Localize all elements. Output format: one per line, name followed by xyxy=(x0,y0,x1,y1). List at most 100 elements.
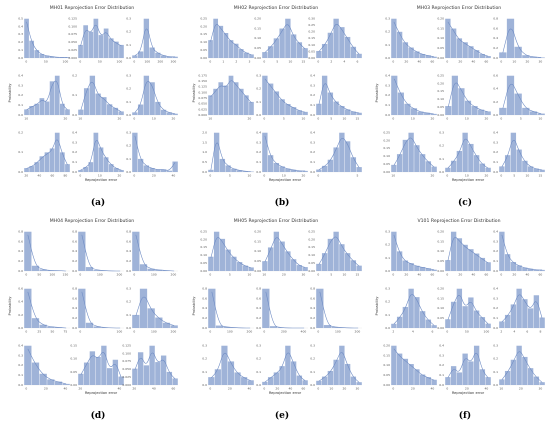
histogram-bar xyxy=(285,251,291,271)
histogram-bar xyxy=(296,375,303,385)
y-tick-label: 0.2 xyxy=(310,93,315,97)
density-curve xyxy=(26,139,68,169)
x-tick-label: 0 xyxy=(500,117,502,121)
y-tick-label: 0.05 xyxy=(437,259,444,263)
histogram-bar xyxy=(39,156,45,172)
density-curve xyxy=(134,28,176,58)
y-tick-label: 0.1 xyxy=(256,100,261,104)
subplot: 0 5 10 15 0.0 0.1 0.2 0.3 0.4 xyxy=(493,130,545,178)
y-tick-label: 0.10 xyxy=(254,36,261,40)
subplot: 0 20 40 0.0 0.1 0.2 0.3 xyxy=(126,130,178,178)
subplot: 20 40 60 0.000 0.025 0.050 0.075 0.100 0.125 xyxy=(122,343,178,391)
subplot: 0 10 20 0.0 0.1 0.2 0.3 xyxy=(439,130,491,178)
y-tick-label: 0.3 xyxy=(310,343,315,347)
y-tick-label: 0.0 xyxy=(18,269,23,273)
y-tick-label: 0.0 xyxy=(385,113,390,117)
x-tick-label: 20 xyxy=(24,174,28,178)
y-tick-label: 0.050 xyxy=(198,102,207,106)
x-tick-label: 25 xyxy=(37,330,41,334)
y-tick-label: 0.15 xyxy=(254,239,261,243)
y-tick-label: 0.05 xyxy=(308,261,315,265)
y-tick-label: 0.2 xyxy=(256,150,261,154)
histogram-bar xyxy=(516,265,522,271)
y-tick-label: 0.4 xyxy=(310,130,315,134)
y-tick-label: 0.6 xyxy=(493,26,498,30)
density-curve xyxy=(502,28,542,58)
histogram-bar xyxy=(208,288,216,328)
histogram-bar xyxy=(414,51,420,58)
density-curve xyxy=(211,291,251,329)
histogram-bar xyxy=(223,85,229,115)
y-tick-label: 0.10 xyxy=(308,43,315,47)
y-tick-label: 0.20 xyxy=(437,229,444,233)
histogram-bar xyxy=(218,82,224,115)
histogram-bar xyxy=(78,231,86,271)
histogram-bar xyxy=(414,369,420,385)
x-tick-label: 2 xyxy=(330,60,332,64)
histogram-bar xyxy=(522,55,530,58)
histogram-bar xyxy=(93,326,101,328)
histogram-bar xyxy=(29,106,35,115)
y-tick-label: 0.0 xyxy=(18,326,23,330)
x-tick-label: 60 xyxy=(484,60,488,64)
x-tick-label: 40 xyxy=(63,387,67,391)
x-tick-label: 0 xyxy=(263,174,265,178)
y-tick-label: 0.1 xyxy=(202,370,207,374)
histogram-bar xyxy=(166,112,173,115)
histogram-bar xyxy=(450,301,457,328)
x-tick-label: 10 xyxy=(342,273,346,277)
panel-title: MH02 Reprojection Error Distribution xyxy=(234,5,318,11)
y-tick-label: 0.15 xyxy=(308,36,315,40)
histogram-bar xyxy=(296,265,303,271)
y-tick-label: 0.15 xyxy=(437,296,444,300)
y-tick-label: 0.15 xyxy=(437,239,444,243)
x-tick-label: 1 xyxy=(222,60,224,64)
x-axis-label: Reprojection error xyxy=(85,391,118,395)
y-tick-label: 0.0 xyxy=(126,269,131,273)
histogram-bar xyxy=(431,166,437,172)
y-tick-label: 0.10 xyxy=(308,253,315,257)
histogram-bar xyxy=(316,50,322,58)
histogram-bar xyxy=(333,101,339,115)
y-tick-label: 0.2 xyxy=(18,363,23,367)
y-tick-label: 0.15 xyxy=(437,89,444,93)
histogram-bar xyxy=(269,326,278,328)
x-tick-label: 40 xyxy=(288,387,292,391)
histogram-bar xyxy=(316,103,322,115)
x-tick-label: 0 xyxy=(79,174,81,178)
histogram-bar xyxy=(98,35,104,58)
subplot: 0 5 0.0 0.1 0.2 0.3 0.4 xyxy=(310,130,362,178)
x-tick-label: 200 xyxy=(157,60,163,64)
x-tick-label: 0 xyxy=(209,273,211,277)
density-curve xyxy=(264,135,306,172)
histogram-bar xyxy=(327,370,334,385)
y-tick-label: 0.2 xyxy=(126,30,131,34)
histogram-bar xyxy=(456,372,463,385)
histogram-bar xyxy=(221,345,228,385)
histogram-bar xyxy=(223,327,231,328)
density-curve xyxy=(502,83,542,114)
x-tick-label: 200 xyxy=(355,330,361,334)
y-tick-label: 0.1 xyxy=(310,370,315,374)
histogram-bar xyxy=(510,359,517,385)
x-tick-label: 0 xyxy=(317,60,319,64)
x-tick-label: 200 xyxy=(171,273,177,277)
y-tick-label: 0.2 xyxy=(385,243,390,247)
histogram-bar xyxy=(119,44,124,58)
y-tick-label: 0.2 xyxy=(310,150,315,154)
subplot: 0 10 20 0.00 0.05 0.10 0.15 0.20 0.25 xyxy=(437,73,491,121)
histogram-bar xyxy=(468,249,474,271)
x-tick-label: 100 xyxy=(63,60,69,64)
histogram-bar xyxy=(29,40,35,58)
y-tick-label: 0.1 xyxy=(385,313,390,317)
density-curve xyxy=(134,352,176,380)
y-tick-label: 0.15 xyxy=(254,26,261,30)
x-tick-label: 20 xyxy=(117,117,121,121)
y-tick-label: 0.050 xyxy=(68,40,77,44)
histogram-bar xyxy=(62,383,70,385)
histogram-bar xyxy=(160,109,167,115)
histogram-bar xyxy=(462,244,468,271)
histogram-bar xyxy=(504,155,511,172)
histogram-bar xyxy=(527,368,534,385)
subfigure-label: (e) xyxy=(275,410,289,421)
